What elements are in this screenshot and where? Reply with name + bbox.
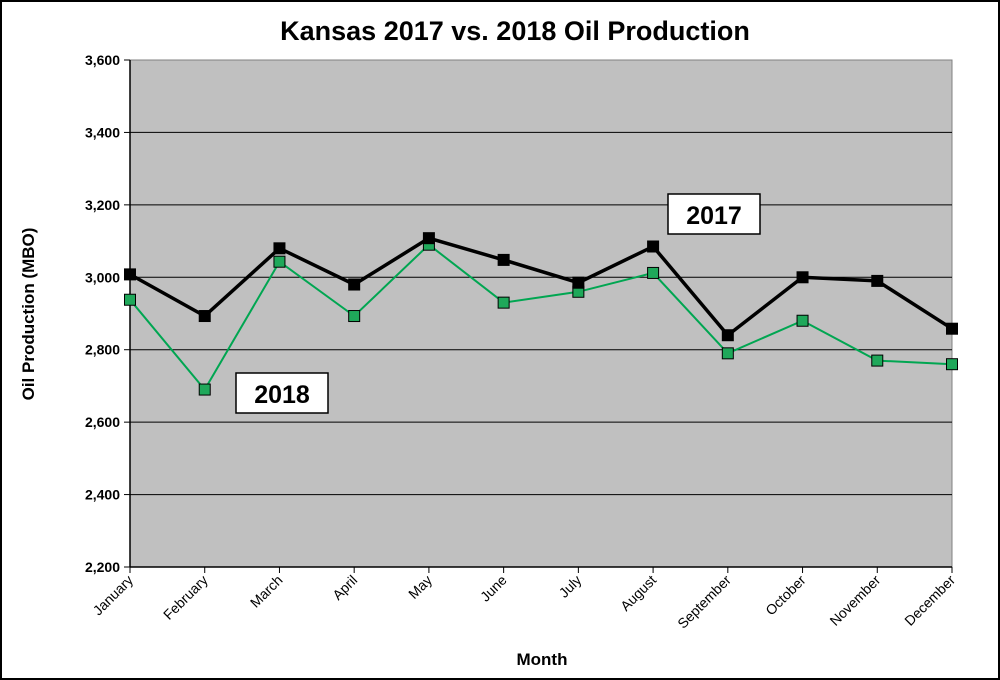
series-2017-point <box>946 322 958 335</box>
series-2018-point <box>871 354 884 367</box>
series-2018-point <box>124 293 136 306</box>
series-2018-point <box>721 347 734 360</box>
series-2018-point <box>273 255 286 268</box>
series-2018-point <box>497 296 510 309</box>
y-tick-label: 2,600 <box>85 414 120 430</box>
series-label-2018-box <box>235 372 329 414</box>
series-label-2018: 2018 <box>235 372 329 414</box>
series-group <box>124 232 958 396</box>
y-tick-label: 3,400 <box>85 124 120 140</box>
series-label-2017-box <box>667 193 761 235</box>
series-2018-point <box>946 358 958 371</box>
series-2017-point <box>273 242 286 255</box>
series-2018-point <box>198 383 211 396</box>
series-label-2017: 2017 <box>667 193 761 235</box>
series-2017-point <box>572 276 585 289</box>
gridlines <box>130 131 952 496</box>
series-2017-line <box>129 236 953 338</box>
y-tick-label: 3,000 <box>85 269 120 285</box>
series-2017 <box>124 232 958 342</box>
axes <box>129 60 952 568</box>
series-2017-point <box>348 278 361 291</box>
series-2017-point <box>422 232 435 245</box>
series-2017-point <box>721 329 734 342</box>
y-tick-label: 2,200 <box>85 559 120 575</box>
y-tick-label: 2,800 <box>85 342 120 358</box>
series-2017-point <box>497 253 510 266</box>
series-label-2017-text: 2017 <box>686 202 742 230</box>
plot-area <box>129 59 953 568</box>
series-2017-point <box>647 240 660 253</box>
series-2017-point <box>871 274 884 287</box>
series-2017-point <box>198 310 211 323</box>
y-axis-title: Oil Production (MBO) <box>19 228 38 401</box>
y-tick-label: 3,600 <box>85 52 120 68</box>
series-2018-point <box>647 266 660 279</box>
series-label-2018-text: 2018 <box>254 381 310 409</box>
series-2018 <box>124 238 958 396</box>
series-2017-point <box>124 268 136 281</box>
y-axis-ticks: 2,200 2,400 2,600 2,800 3,000 3,200 3,400 3,600 <box>85 52 130 575</box>
y-tick-label: 3,200 <box>85 197 120 213</box>
x-axis-title: Month <box>517 650 568 669</box>
series-2018-point <box>796 314 809 327</box>
series-2018-line <box>129 243 953 392</box>
series-2017-point <box>796 271 809 284</box>
series-2018-point <box>348 310 361 323</box>
y-tick-label: 2,400 <box>85 487 120 503</box>
chart-title: Kansas 2017 vs. 2018 Oil Production <box>280 16 750 46</box>
